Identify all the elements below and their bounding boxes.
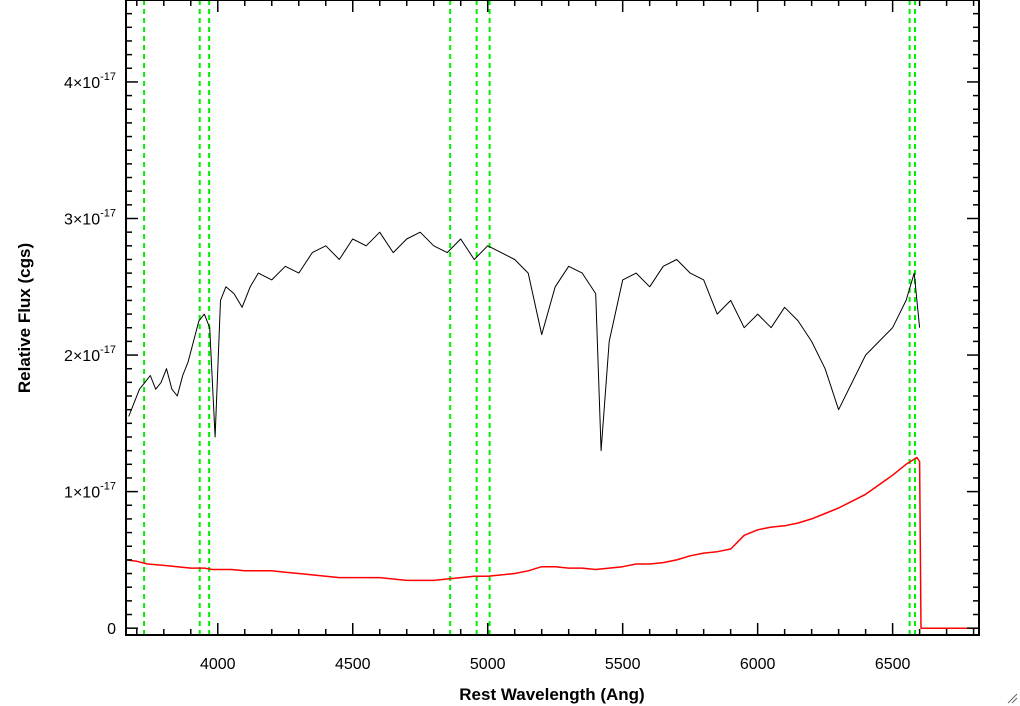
x-tick-label: 5000 [470, 656, 506, 673]
emission-line-markers [143, 0, 917, 635]
x-axis-title: Rest Wavelength (Ang) [459, 685, 644, 704]
y-tick-label: 0 [107, 621, 116, 638]
y-tick-label: 4×10-17 [64, 71, 116, 92]
x-tick-label: 4500 [335, 656, 371, 673]
x-tick-label: 5500 [605, 656, 641, 673]
x-axis: 4000 4500 5000 5500 6000 6500 [136, 0, 975, 673]
y-axis-title: Relative Flux (cgs) [15, 243, 34, 393]
y-tick-label: 3×10-17 [64, 207, 116, 228]
y-axis: 0 1×10-17 2×10-17 3×10-17 4×10-17 [64, 12, 979, 638]
series-layer [126, 231, 979, 629]
y-tick-label: 1×10-17 [64, 481, 116, 502]
y-tick-label: 2×10-17 [64, 344, 116, 365]
resize-grip-icon[interactable] [1006, 692, 1018, 704]
series-line-0 [128, 231, 921, 452]
plot-frame [125, 0, 980, 636]
x-tick-label: 4000 [200, 656, 236, 673]
series-line-1 [126, 456, 979, 629]
x-tick-label: 6500 [875, 656, 911, 673]
x-tick-label: 6000 [740, 656, 776, 673]
